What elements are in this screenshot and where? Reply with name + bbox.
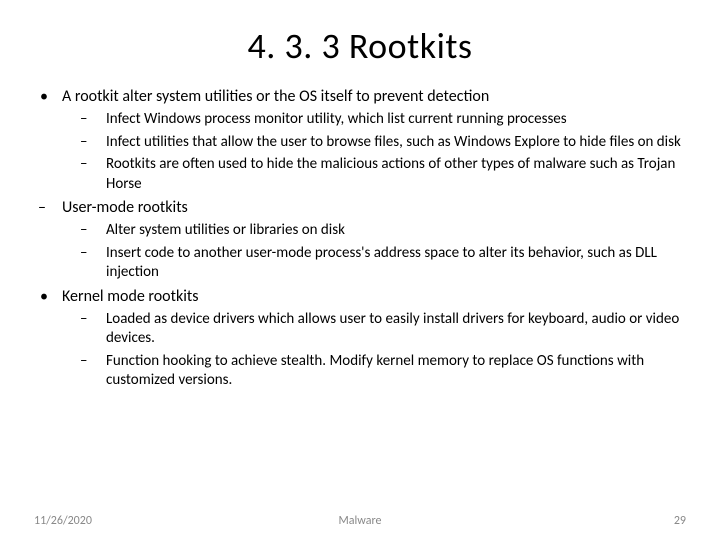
- sub-bullet-item: Insert code to another user-mode process…: [62, 244, 686, 283]
- sub-bullet-item: Alter system utilities or libraries on d…: [62, 221, 686, 241]
- sub-bullet-item: Rootkits are often used to hide the mali…: [62, 155, 686, 194]
- slide-title: 4. 3. 3 Rootkits: [34, 24, 686, 68]
- bullet-item: User-mode rootkits Alter system utilities…: [34, 197, 686, 283]
- bullet-text: User-mode rootkits: [62, 198, 188, 217]
- bullet-text: Kernel mode rootkits: [62, 287, 199, 306]
- sub-bullet-item: Infect Windows process monitor utility, …: [62, 110, 686, 130]
- bullet-item: Kernel mode rootkits Loaded as device dri…: [34, 286, 686, 391]
- slide-content: A rootkit alter system utilities or the …: [34, 86, 686, 391]
- sub-bullet-item: Loaded as device drivers which allows us…: [62, 310, 686, 349]
- sub-bullet-item: Function hooking to achieve stealth. Mod…: [62, 352, 686, 391]
- footer-page-number: 29: [674, 514, 686, 528]
- bullet-item: A rootkit alter system utilities or the …: [34, 86, 686, 194]
- sub-bullet-item: Infect utilities that allow the user to …: [62, 133, 686, 153]
- bullet-text: A rootkit alter system utilities or the …: [62, 87, 489, 106]
- footer-center: Malware: [339, 514, 382, 528]
- footer-date: 11/26/2020: [34, 514, 92, 528]
- slide-footer: 11/26/2020 Malware 29: [34, 514, 686, 528]
